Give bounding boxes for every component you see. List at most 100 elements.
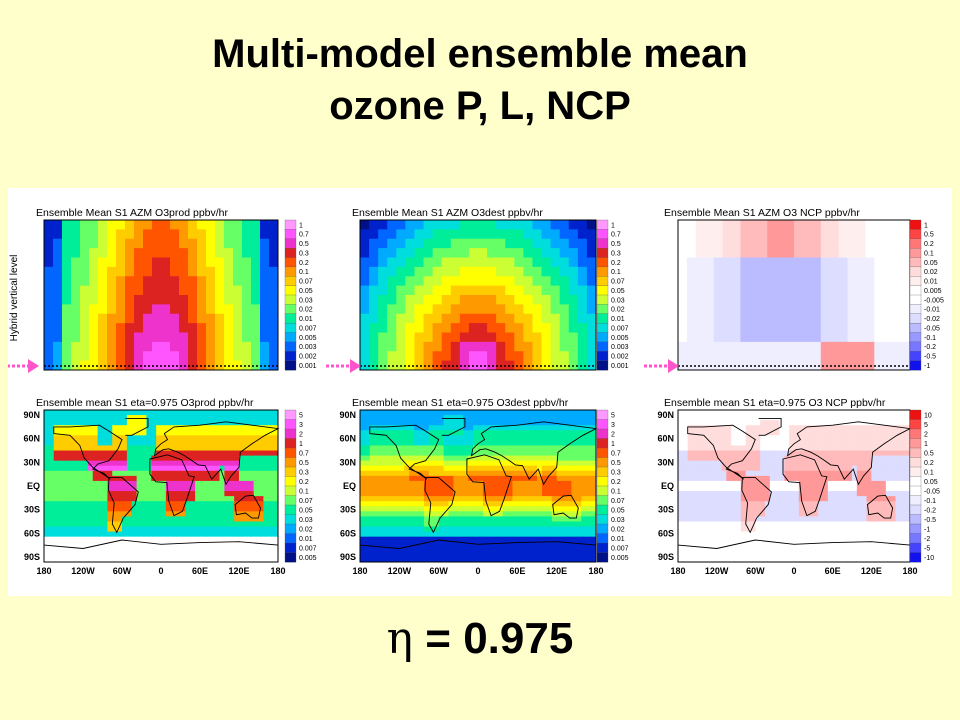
map-cell: [522, 430, 528, 436]
zonal-cell: [847, 238, 857, 249]
map-cell: [414, 516, 420, 522]
map-cell: [419, 506, 425, 512]
map-cell: [97, 496, 104, 502]
map-cell: [107, 531, 113, 538]
zonal-cell: [785, 304, 795, 315]
zonal-cell: [62, 220, 72, 230]
map-cell: [414, 501, 420, 507]
zonal-cell: [179, 295, 189, 305]
map-cell: [576, 450, 582, 457]
map-cell: [448, 410, 454, 416]
zonal-cell: [360, 220, 370, 230]
map-cell: [379, 536, 386, 543]
map-cell: [473, 420, 479, 426]
map-cell: [151, 430, 157, 436]
map-cell: [243, 506, 250, 512]
map-cell: [492, 410, 499, 416]
map-cell: [126, 491, 133, 497]
map-cell: [219, 506, 225, 512]
zonal-cell: [802, 276, 813, 287]
map-cell: [248, 480, 255, 487]
map-cell: [185, 450, 191, 457]
map-cell: [541, 486, 548, 492]
map-cell: [581, 415, 587, 421]
map-cell: [433, 511, 440, 517]
zonal-cell: [713, 266, 724, 277]
zonal-cell: [874, 341, 884, 352]
zonal-cell: [532, 323, 543, 334]
zonal-cell: [820, 238, 831, 249]
map-cell: [581, 455, 587, 462]
map-cell: [73, 465, 79, 472]
zonal-cell: [758, 323, 768, 334]
map-cell: [423, 506, 430, 512]
zonal-cell: [233, 323, 243, 334]
zonal-cell: [233, 351, 243, 362]
zonal-cell: [847, 229, 857, 240]
map-cell: [48, 450, 55, 457]
map-cell: [760, 410, 766, 416]
map-cell: [895, 425, 901, 431]
zonal-cell: [678, 220, 688, 230]
zonal-cell: [901, 276, 911, 287]
map-cell: [745, 435, 751, 441]
zonal-cell: [776, 323, 786, 334]
map-cell: [224, 475, 230, 482]
map-cell: [180, 475, 186, 482]
map-cell: [394, 541, 400, 548]
map-cell: [180, 496, 186, 502]
map-cell: [229, 455, 235, 462]
map-cell: [263, 415, 269, 421]
map-cell: [87, 496, 94, 502]
map-cell: [794, 430, 800, 436]
map-cell: [404, 425, 410, 431]
map-cell: [239, 420, 245, 426]
lat-label: 60N: [339, 434, 356, 444]
map-cell: [827, 460, 834, 467]
map-cell: [102, 450, 108, 457]
map-cell: [78, 491, 84, 497]
map-cell: [53, 440, 60, 446]
zonal-cell: [829, 238, 840, 249]
map-cell: [209, 496, 216, 502]
map-cell: [541, 465, 548, 472]
map-cell: [180, 455, 186, 462]
map-cell: [404, 430, 410, 436]
zonal-cell: [749, 323, 759, 334]
map-cell: [374, 556, 381, 563]
zonal-cell: [179, 257, 189, 268]
zonal-cell: [496, 285, 506, 296]
map-cell: [248, 491, 255, 497]
map-cell: [576, 516, 582, 522]
map-cell: [832, 430, 838, 436]
legend-label: 0.05: [299, 507, 313, 514]
map-cell: [234, 415, 240, 421]
map-cell: [379, 556, 386, 563]
zonal-cell: [496, 295, 506, 305]
legend-label: 0.03: [611, 297, 625, 304]
map-cell: [823, 460, 829, 467]
zonal-cell: [260, 276, 270, 287]
map-cell: [774, 435, 780, 441]
zonal-cell: [161, 341, 171, 352]
map-cell: [576, 425, 582, 431]
map-cell: [63, 521, 69, 528]
map-cell: [58, 516, 65, 522]
zonal-cell: [523, 295, 533, 305]
map-cell: [190, 480, 196, 487]
map-cell: [92, 430, 99, 436]
map-cell: [204, 415, 211, 421]
map-cell: [136, 546, 143, 553]
zonal-cell: [224, 313, 234, 324]
map-cell: [827, 455, 834, 462]
zonal-cell: [505, 248, 515, 259]
map-cell: [161, 511, 167, 517]
map-cell: [468, 480, 474, 487]
zonal-cell: [829, 285, 840, 296]
map-cell: [185, 501, 191, 507]
zonal-cell: [731, 313, 741, 324]
map-cell: [146, 475, 152, 482]
map-cell: [571, 480, 577, 487]
map-cell: [837, 420, 843, 426]
zonal-cell: [251, 295, 261, 305]
